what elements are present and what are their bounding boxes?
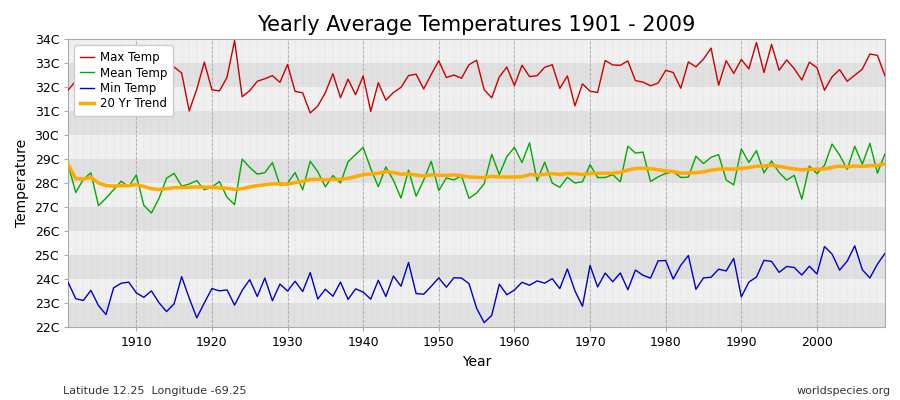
Bar (68, 159, 885, 183)
Max Temp (879, 74, 890, 78)
Min Temp (335, 280, 346, 284)
Mean Temp (524, 140, 535, 145)
Max Temp (297, 90, 308, 95)
Min Temp (850, 244, 860, 248)
Min Temp (608, 279, 618, 284)
X-axis label: Year: Year (462, 355, 491, 369)
Mean Temp (509, 145, 520, 150)
Max Temp (230, 38, 240, 43)
Line: 20 Yr Trend: 20 Yr Trend (68, 164, 885, 190)
Mean Temp (123, 184, 134, 189)
Mean Temp (146, 211, 157, 216)
Min Temp (123, 280, 134, 284)
20 Yr Trend (154, 187, 165, 192)
Mean Temp (517, 160, 527, 165)
Legend: Max Temp, Mean Temp, Min Temp, 20 Yr Trend: Max Temp, Mean Temp, Min Temp, 20 Yr Tre… (74, 45, 174, 116)
Bar (68, 207, 885, 231)
Min Temp (879, 251, 890, 256)
Line: Max Temp: Max Temp (68, 40, 885, 113)
Bar (68, 111, 885, 135)
Y-axis label: Temperature: Temperature (15, 139, 29, 228)
20 Yr Trend (517, 174, 527, 179)
Text: Latitude 12.25  Longitude -69.25: Latitude 12.25 Longitude -69.25 (63, 386, 247, 396)
Max Temp (615, 63, 626, 68)
20 Yr Trend (879, 162, 890, 166)
20 Yr Trend (608, 171, 618, 176)
Bar (68, 183, 885, 207)
20 Yr Trend (343, 176, 354, 181)
20 Yr Trend (63, 162, 74, 167)
Bar (68, 231, 885, 255)
Max Temp (123, 73, 134, 78)
Max Temp (63, 88, 74, 92)
Bar (68, 63, 885, 87)
Bar (68, 39, 885, 63)
Mean Temp (297, 187, 308, 192)
Mean Temp (615, 179, 626, 184)
Bar (68, 135, 885, 159)
Bar (68, 255, 885, 280)
Max Temp (524, 74, 535, 79)
20 Yr Trend (509, 175, 520, 180)
Text: worldspecies.org: worldspecies.org (796, 386, 891, 396)
Mean Temp (879, 152, 890, 156)
20 Yr Trend (297, 179, 308, 184)
20 Yr Trend (123, 183, 134, 188)
Line: Mean Temp: Mean Temp (68, 143, 885, 213)
Max Temp (350, 92, 361, 97)
Min Temp (290, 279, 301, 284)
Line: Min Temp: Min Temp (68, 246, 885, 323)
Bar (68, 87, 885, 111)
Title: Yearly Average Temperatures 1901 - 2009: Yearly Average Temperatures 1901 - 2009 (257, 15, 696, 35)
Max Temp (305, 110, 316, 115)
Mean Temp (343, 159, 354, 164)
Mean Temp (63, 162, 74, 167)
Min Temp (509, 288, 520, 292)
Min Temp (479, 320, 490, 325)
Min Temp (63, 280, 74, 285)
Bar (68, 304, 885, 328)
Max Temp (517, 63, 527, 68)
Bar (68, 280, 885, 304)
Min Temp (517, 280, 527, 285)
